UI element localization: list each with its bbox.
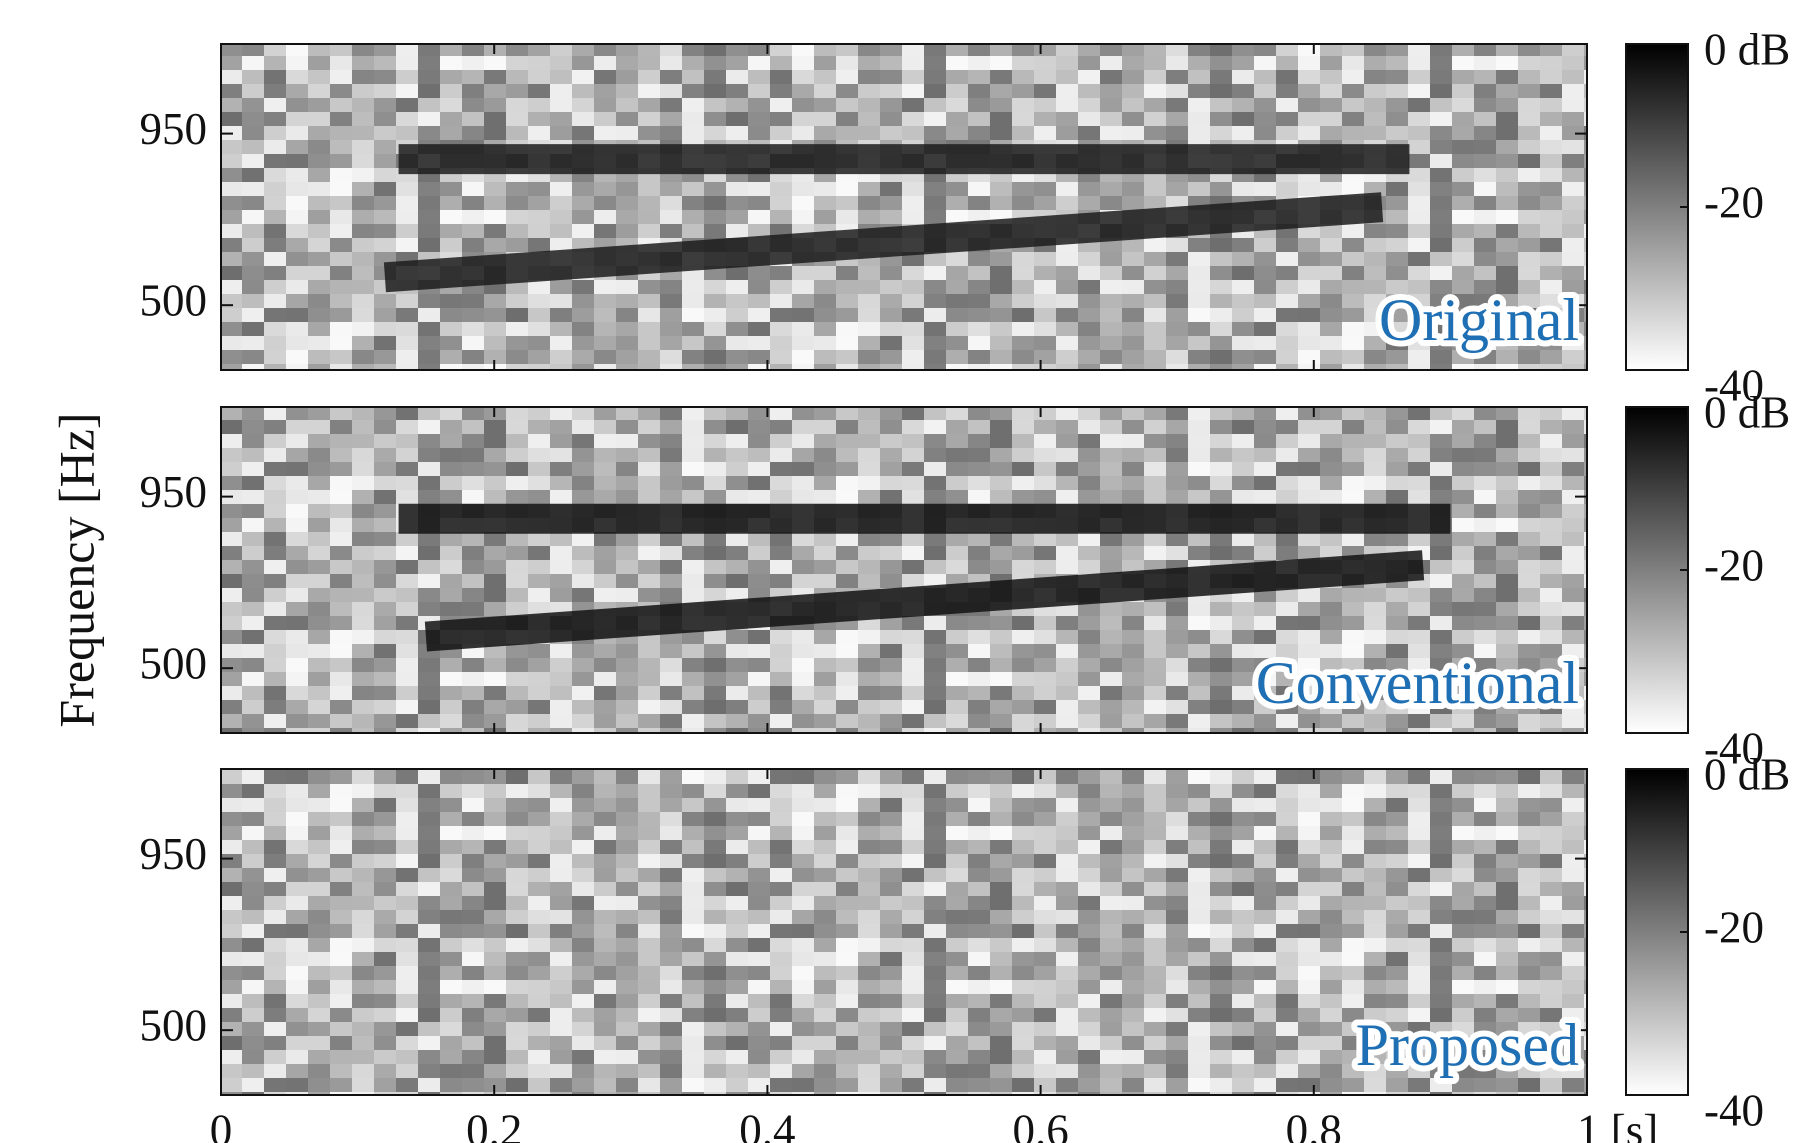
colorbar-tick-label: 0 dB	[1704, 749, 1790, 799]
plot-frame	[220, 768, 1588, 1096]
plot-frame	[220, 43, 1588, 371]
colorbar-tick-label: -20	[1704, 902, 1764, 952]
harmonic-track	[383, 192, 1384, 293]
y-tick-label: 950	[140, 829, 208, 879]
colorbar	[1625, 768, 1689, 1096]
y-tick-label: 950	[140, 104, 208, 154]
y-axis-label: Frequency [Hz]	[48, 412, 104, 727]
colorbar	[1625, 43, 1689, 371]
spectrogram-background	[221, 769, 1587, 1095]
plot-frame	[220, 406, 1588, 734]
colorbar-tick-label: 0 dB	[1704, 24, 1790, 74]
colorbar-tick-label: 0 dB	[1704, 387, 1790, 437]
tracks	[398, 503, 1451, 652]
panel-title: Proposed	[1356, 1012, 1579, 1078]
colorbar-tick-label: -20	[1704, 177, 1764, 227]
panel-title: Original	[1379, 287, 1579, 353]
x-tick-label: 0.6	[1012, 1105, 1068, 1143]
y-tick-label: 500	[140, 276, 208, 326]
x-tick-label: 0.4	[739, 1105, 795, 1143]
colorbar-tick-label: -40	[1704, 1085, 1764, 1135]
y-tick-label: 500	[140, 1001, 208, 1051]
colorbar-tick-label: -40	[1704, 723, 1764, 773]
colorbar-tick-label: -20	[1704, 540, 1764, 590]
harmonic-track	[424, 550, 1425, 652]
tracks	[383, 144, 1410, 293]
colorbar-tick-label: -40	[1704, 360, 1764, 410]
y-tick-label: 500	[140, 639, 208, 689]
x-tick-label: 1 [s]	[1577, 1105, 1658, 1143]
x-tick-label: 0.2	[466, 1105, 522, 1143]
x-tick-label: 0	[210, 1105, 233, 1143]
x-tick-label: 0.8	[1286, 1105, 1342, 1143]
colorbar	[1625, 406, 1689, 734]
panel-title: Conventional	[1256, 650, 1579, 716]
y-tick-label: 950	[140, 467, 208, 517]
